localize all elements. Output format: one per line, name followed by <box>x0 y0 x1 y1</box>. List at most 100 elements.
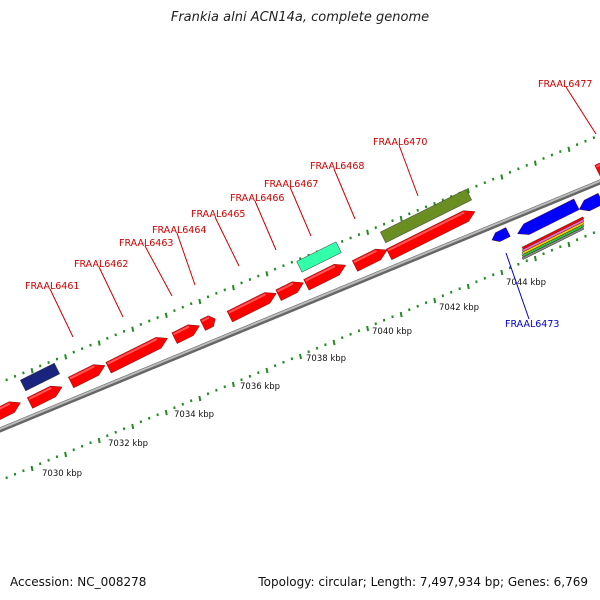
lower-tick-mark <box>567 241 571 248</box>
scale-label: 7032 kbp <box>108 439 148 449</box>
upper-tick-mark <box>164 312 168 319</box>
gene-leader-line <box>214 216 240 267</box>
upper-tick-mark <box>491 177 495 181</box>
upper-tick-mark <box>399 215 403 222</box>
forward-gene-arrow-shine <box>596 163 600 168</box>
upper-tick-mark <box>97 340 101 346</box>
lower-tick-mark <box>89 441 92 445</box>
lower-tick-mark <box>475 280 478 284</box>
lower-tick-mark <box>324 343 327 347</box>
lower-tick-mark <box>517 262 520 266</box>
upper-tick-mark <box>89 343 92 347</box>
upper-tick-mark <box>38 364 42 368</box>
stacked-feature-band <box>521 226 585 260</box>
gene-leader-line <box>176 232 196 286</box>
upper-tick-mark <box>525 163 528 167</box>
lower-tick-mark <box>559 245 562 249</box>
upper-tick-mark <box>139 323 143 326</box>
feature-box-teal <box>296 241 342 273</box>
upper-tick-mark <box>257 274 260 278</box>
forward-gene-arrow <box>199 315 216 331</box>
scale-label: 7042 kbp <box>439 303 479 313</box>
lower-tick-mark <box>408 308 411 312</box>
lower-tick-mark <box>122 427 126 431</box>
lower-tick-mark <box>148 416 151 420</box>
upper-tick-mark <box>114 333 117 337</box>
upper-tick-mark <box>181 305 185 309</box>
gene-leader-line <box>49 288 74 338</box>
stacked-feature-band <box>521 216 585 250</box>
upper-tick-mark <box>340 240 344 243</box>
lower-tick-mark <box>575 238 579 242</box>
lower-tick-mark <box>299 353 302 360</box>
lower-tick-mark <box>382 318 386 322</box>
upper-tick-mark <box>584 139 587 143</box>
gene-label: FRAAL6464 <box>152 225 206 236</box>
lower-tick-mark <box>139 420 143 424</box>
lower-tick-mark <box>164 409 168 416</box>
upper-tick-mark <box>198 298 202 305</box>
upper-tick-mark <box>508 170 512 174</box>
upper-tick-mark <box>156 316 159 319</box>
gene-leader-line <box>565 86 597 135</box>
lower-tick-mark <box>265 367 269 374</box>
lower-tick-mark <box>500 269 504 276</box>
gene-label: FRAAL6477 <box>538 79 592 90</box>
upper-tick-mark <box>500 174 504 180</box>
upper-tick-mark <box>189 302 193 306</box>
scale-label: 7044 kbp <box>506 278 546 288</box>
lower-tick-mark <box>55 455 59 459</box>
upper-tick-mark <box>424 205 428 209</box>
forward-gene-arrow-shine <box>353 249 377 263</box>
forward-gene-arrow <box>26 385 63 409</box>
lower-tick-mark <box>215 388 218 392</box>
lower-tick-mark <box>584 234 587 238</box>
forward-gene-arrow-shine <box>387 211 465 252</box>
upper-tick-mark <box>374 226 377 230</box>
lower-tick-mark <box>189 399 193 403</box>
upper-tick-mark <box>416 208 419 212</box>
upper-tick-mark <box>559 150 562 153</box>
forward-gene-arrow <box>303 264 347 291</box>
lower-tick-mark <box>491 273 495 277</box>
upper-tick-mark <box>106 336 109 340</box>
lower-tick-mark <box>282 360 285 364</box>
lower-tick-mark <box>223 385 226 389</box>
forward-gene-arrow-shine <box>201 316 210 322</box>
upper-tick-mark <box>80 347 84 351</box>
stacked-feature-band <box>521 224 585 258</box>
forward-gene-arrow <box>226 292 277 323</box>
upper-tick-mark <box>592 136 596 140</box>
lower-tick-mark <box>13 472 17 476</box>
gene-label: FRAAL6462 <box>74 259 128 270</box>
feature-box-olive <box>380 188 472 244</box>
gene-leader-line <box>144 245 173 297</box>
lower-tick-mark <box>433 297 437 304</box>
forward-gene-arrow <box>171 324 200 344</box>
upper-tick-mark <box>5 378 8 382</box>
lower-tick-mark <box>533 255 537 262</box>
lower-tick-mark <box>22 469 25 473</box>
upper-tick-mark <box>408 212 411 216</box>
forward-gene-arrow-shine <box>277 282 294 293</box>
upper-tick-mark <box>148 319 151 323</box>
lower-tick-mark <box>80 444 84 448</box>
upper-tick-mark <box>391 219 394 223</box>
forward-gene-arrow-shine <box>0 402 11 410</box>
upper-tick-mark <box>215 291 218 295</box>
lower-tick-mark <box>106 434 109 438</box>
upper-tick-mark <box>47 361 50 364</box>
upper-tick-mark <box>483 181 487 185</box>
lower-tick-mark <box>374 322 377 326</box>
lower-tick-mark <box>64 451 68 458</box>
scale-label: 7034 kbp <box>174 410 214 420</box>
map-title: Frankia alni ACN14a, complete genome <box>170 10 430 25</box>
upper-tick-mark <box>533 160 537 166</box>
lower-tick-mark <box>416 304 419 308</box>
lower-tick-mark <box>542 252 545 256</box>
scale-label: 7040 kbp <box>372 327 412 337</box>
upper-tick-mark <box>265 271 269 277</box>
accession-text: Accession: NC_008278 <box>10 575 147 589</box>
feature-box-navy <box>19 362 61 392</box>
gene-leader-line <box>254 200 277 251</box>
